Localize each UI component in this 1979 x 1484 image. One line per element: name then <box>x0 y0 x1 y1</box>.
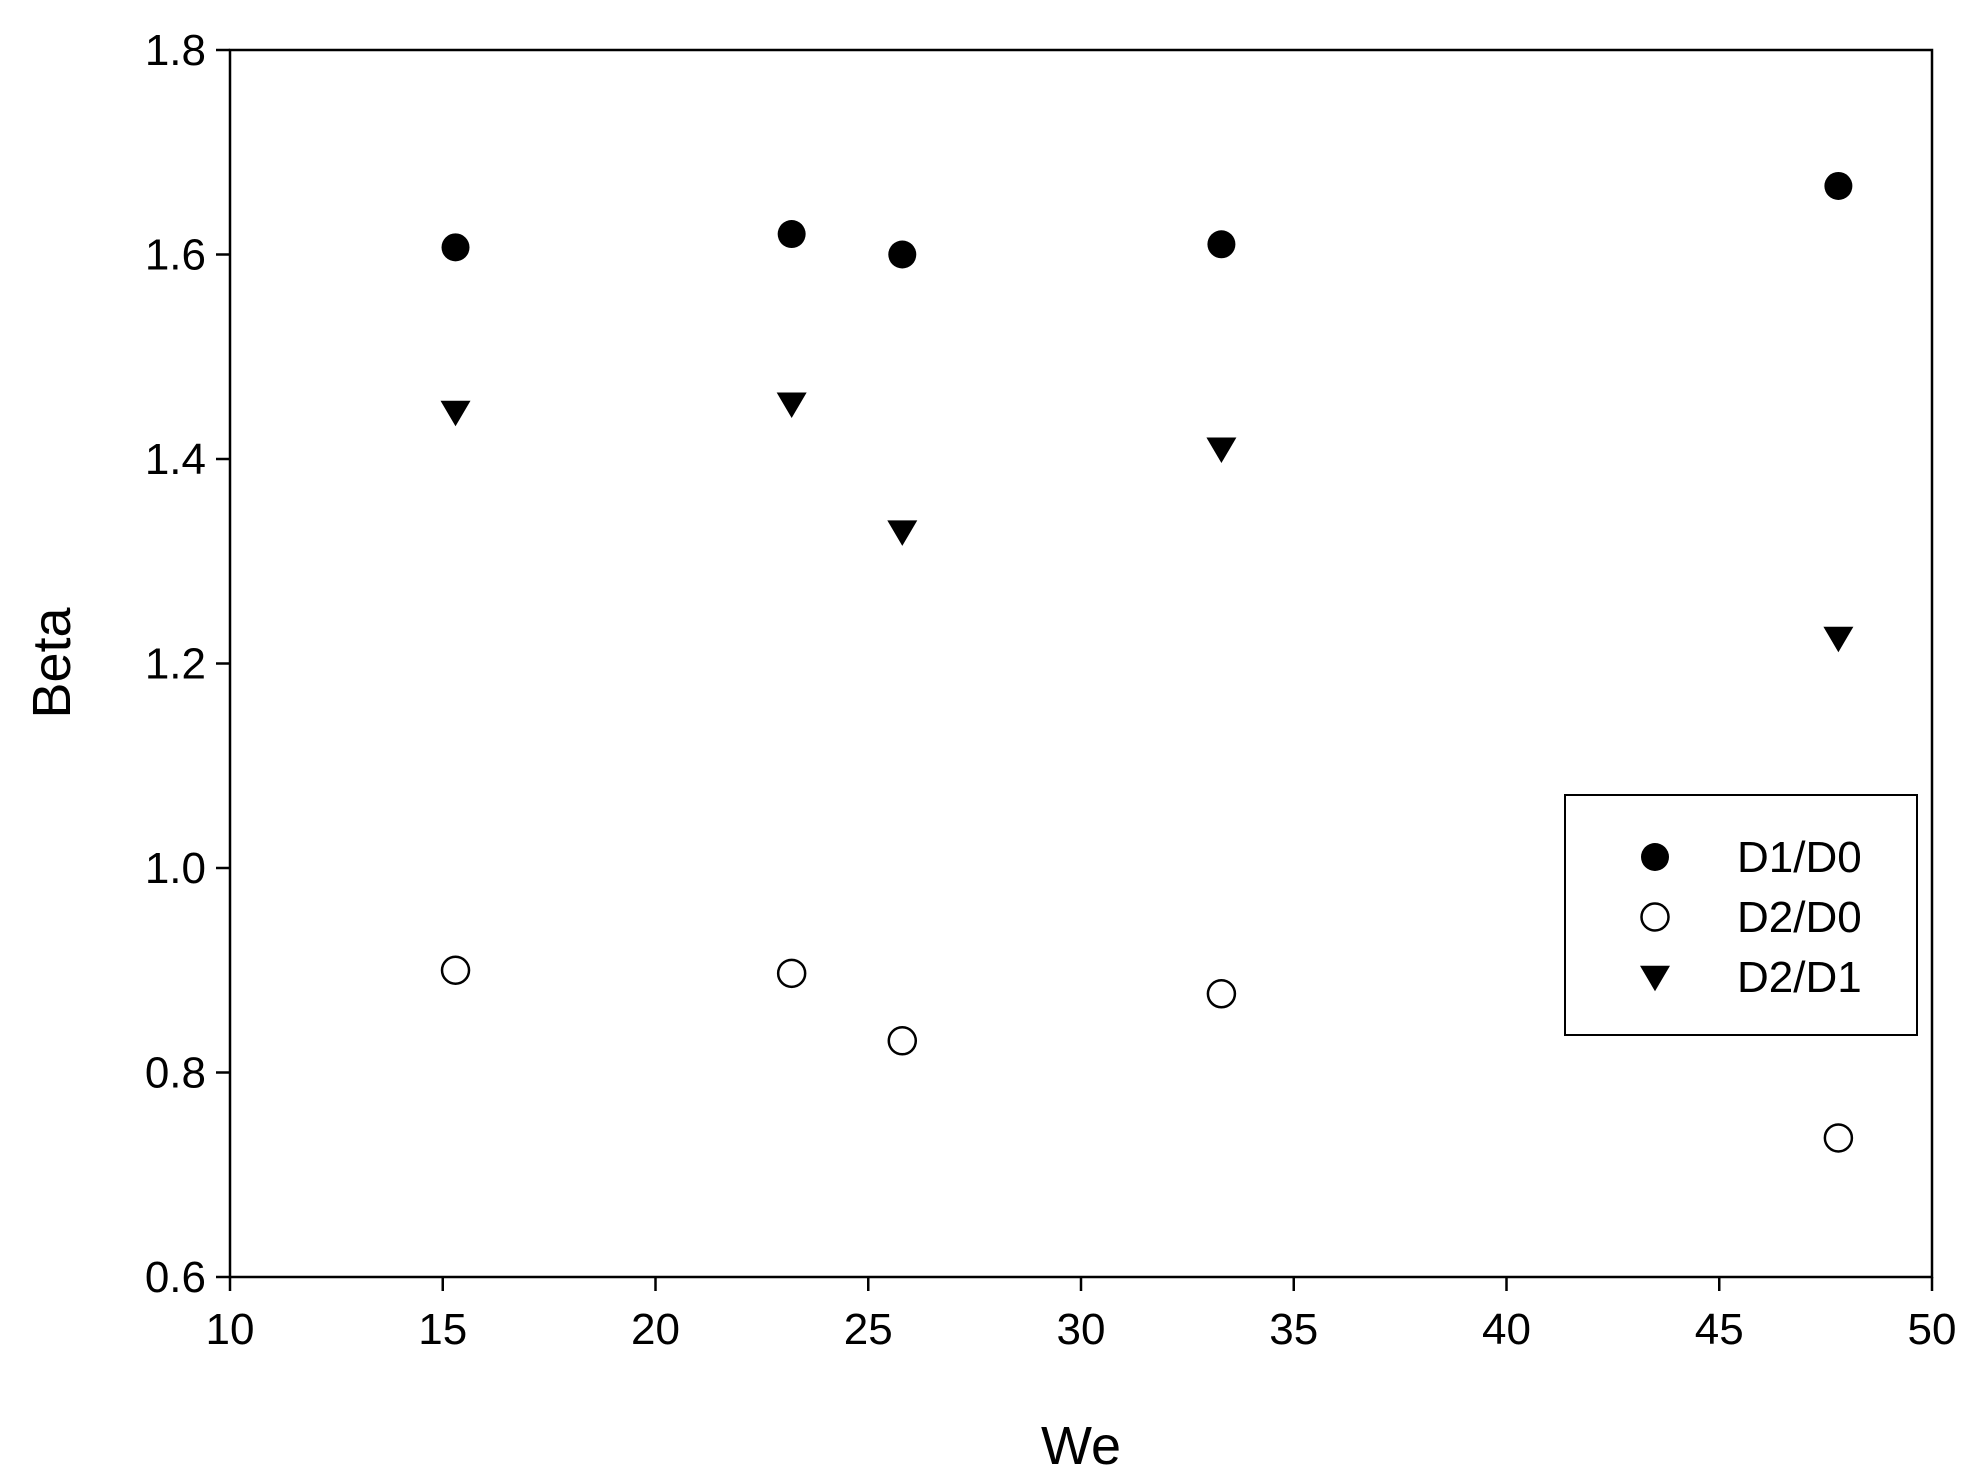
data-point-d2-d1 <box>1823 626 1854 653</box>
y-tick-label: 0.6 <box>145 1253 206 1302</box>
legend: D1/D0 D2/D0 D2/D1 <box>1564 794 1918 1036</box>
data-point-d2-d1 <box>1206 437 1237 464</box>
data-point-d1-d0 <box>1207 230 1236 259</box>
data-point-d1-d0 <box>888 240 917 269</box>
y-tick-label: 1.2 <box>145 640 206 689</box>
data-point-d2-d0 <box>1823 1123 1854 1153</box>
x-tick-label: 30 <box>1057 1305 1106 1354</box>
data-point-d2-d1 <box>887 520 918 546</box>
data-point-d2-d0 <box>1206 979 1237 1009</box>
plot-area-frame <box>228 48 1934 1279</box>
x-tick-label: 40 <box>1482 1305 1531 1354</box>
axis-ticks: 10 15 20 25 30 35 40 45 50 0.6 0.8 1.0 1.2 1.4 1.6 1.8 <box>145 26 1957 1354</box>
data-point-d2-d0 <box>440 955 471 985</box>
x-tick-label: 15 <box>418 1305 467 1354</box>
y-tick-label: 0.8 <box>145 1049 206 1098</box>
y-tick-label: 1.6 <box>145 231 206 280</box>
x-tick-label: 25 <box>844 1305 893 1354</box>
legend-box <box>1564 794 1918 1036</box>
data-point-d2-d0 <box>887 1026 918 1056</box>
legend-marker-d2-d0 <box>1640 902 1670 932</box>
data-point-d1-d0 <box>1824 171 1853 200</box>
legend-label-d1-d0: D1/D0 <box>1737 833 1862 882</box>
y-axis-title: Beta <box>22 606 82 718</box>
legend-markers <box>1640 843 1670 992</box>
data-point-d2-d0 <box>776 958 807 989</box>
x-axis-title: We <box>1041 1416 1121 1476</box>
legend-marker-d2-d1 <box>1640 965 1670 992</box>
data-point-d1-d0 <box>777 220 806 249</box>
data-marks <box>440 171 1854 1153</box>
x-tick-label: 45 <box>1695 1305 1744 1354</box>
legend-label-d2-d1: D2/D1 <box>1737 953 1862 1002</box>
y-tick-label: 1.8 <box>145 26 206 75</box>
x-tick-label: 50 <box>1908 1305 1957 1354</box>
x-tick-label: 35 <box>1269 1305 1318 1354</box>
x-tick-label: 20 <box>631 1305 680 1354</box>
data-point-d1-d0 <box>441 233 470 262</box>
y-tick-label: 1.4 <box>145 435 206 484</box>
data-point-d2-d1 <box>776 392 807 419</box>
x-tick-label: 10 <box>206 1305 255 1354</box>
legend-label-d2-d0: D2/D0 <box>1737 893 1862 942</box>
legend-marker-d1-d0 <box>1641 843 1669 871</box>
y-tick-label: 1.0 <box>145 844 206 893</box>
data-point-d2-d1 <box>440 400 471 427</box>
